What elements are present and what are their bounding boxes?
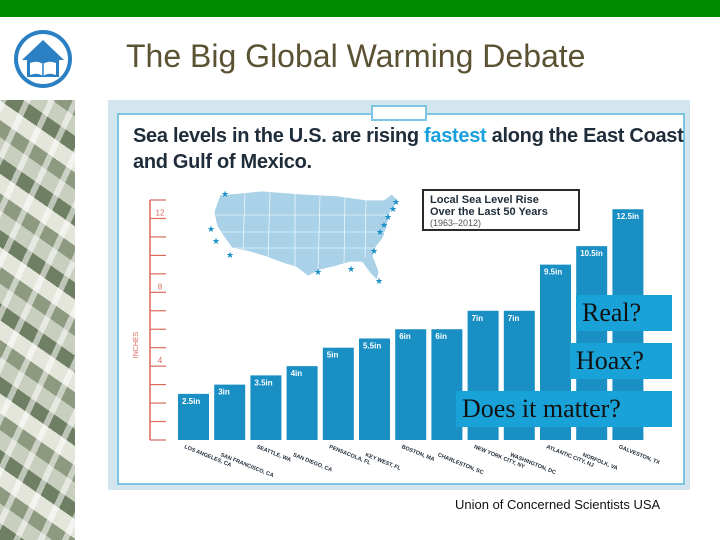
top-accent-bar — [0, 0, 720, 17]
source-credit: Union of Concerned Scientists USA — [455, 497, 661, 512]
legend-title-line1: Local Sea Level Rise — [430, 194, 539, 206]
bar-value-label: 4in — [291, 369, 303, 378]
map-state-lines — [215, 191, 388, 271]
bar-value-label: 5in — [327, 351, 339, 360]
bar — [395, 329, 427, 440]
bar-value-label: 12.5in — [616, 212, 639, 221]
star-icon: ★ — [226, 251, 234, 261]
bar-value-label: 3.5in — [254, 378, 272, 387]
bar-value-label: 6in — [435, 332, 447, 341]
bar — [178, 393, 209, 440]
star-icon: ★ — [212, 237, 220, 247]
bar-value-label: 9.5in — [544, 268, 562, 277]
chart-legend: Local Sea Level Rise Over the Last 50 Ye… — [422, 189, 580, 231]
x-category-label: SEATTLE, WA — [256, 444, 292, 463]
bar-value-label: 6in — [399, 332, 411, 341]
legend-title-line2: Over the Last 50 Years — [430, 206, 548, 218]
bar-value-label: 10.5in — [580, 249, 603, 258]
overlay-matter-text: Does it matter? — [456, 391, 672, 427]
star-icon: ★ — [221, 190, 229, 200]
chart-headline-suffix: along the East Coast — [486, 125, 684, 147]
overlay-real-text: Real? — [576, 295, 672, 331]
bar-value-label: 5.5in — [363, 341, 381, 350]
bar — [250, 375, 282, 440]
bar — [214, 384, 246, 440]
y-axis-label: INCHES — [133, 331, 140, 358]
y-axis-ticks: 4 8 12 — [150, 199, 166, 441]
bar — [322, 347, 354, 440]
chart-headline-prefix: Sea levels in the U.S. are rising — [133, 125, 425, 147]
bar — [286, 366, 318, 440]
y-tick-label: 12 — [156, 208, 165, 217]
money-background-image — [0, 100, 75, 540]
star-icon: ★ — [384, 213, 392, 223]
bar-value-label: 3in — [218, 388, 230, 397]
star-icon: ★ — [314, 268, 322, 278]
star-icon: ★ — [375, 277, 383, 287]
x-category-label: SAN DIEGO, CA — [292, 452, 333, 473]
y-tick-label: 4 — [158, 356, 163, 365]
legend-subtitle: (1963–2012) — [430, 218, 482, 228]
bar-value-label: 2.5in — [182, 397, 200, 406]
map-stars: ★★★★★ ★★★★★★★★ — [207, 190, 400, 287]
x-category-label: GALVESTON, TX — [618, 444, 661, 466]
us-map-icon — [213, 190, 399, 281]
x-category-label: CHARLESTON, SC — [437, 452, 485, 476]
chart-headline-line2: and Gulf of Mexico. — [133, 151, 312, 173]
chart-headline-highlight: fastest — [424, 125, 487, 147]
star-icon: ★ — [389, 205, 397, 215]
overlay-hoax-text: Hoax? — [570, 343, 672, 379]
star-icon: ★ — [207, 225, 215, 235]
star-icon: ★ — [347, 265, 355, 275]
star-icon: ★ — [392, 198, 400, 208]
chart-headline-line1: Sea levels in the U.S. are rising fastes… — [133, 125, 684, 148]
bar — [359, 338, 390, 440]
y-tick-label: 8 — [158, 282, 163, 291]
chart-panel-tab — [371, 105, 427, 121]
book-house-logo-icon — [14, 30, 72, 88]
x-category-label: BOSTON, MA — [400, 444, 435, 463]
star-icon: ★ — [376, 228, 384, 238]
star-icon: ★ — [370, 247, 378, 257]
bar-value-label: 7in — [472, 314, 484, 323]
bar-value-label: 7in — [508, 314, 520, 323]
slide-title: The Big Global Warming Debate — [126, 38, 586, 74]
star-icon: ★ — [380, 221, 388, 231]
